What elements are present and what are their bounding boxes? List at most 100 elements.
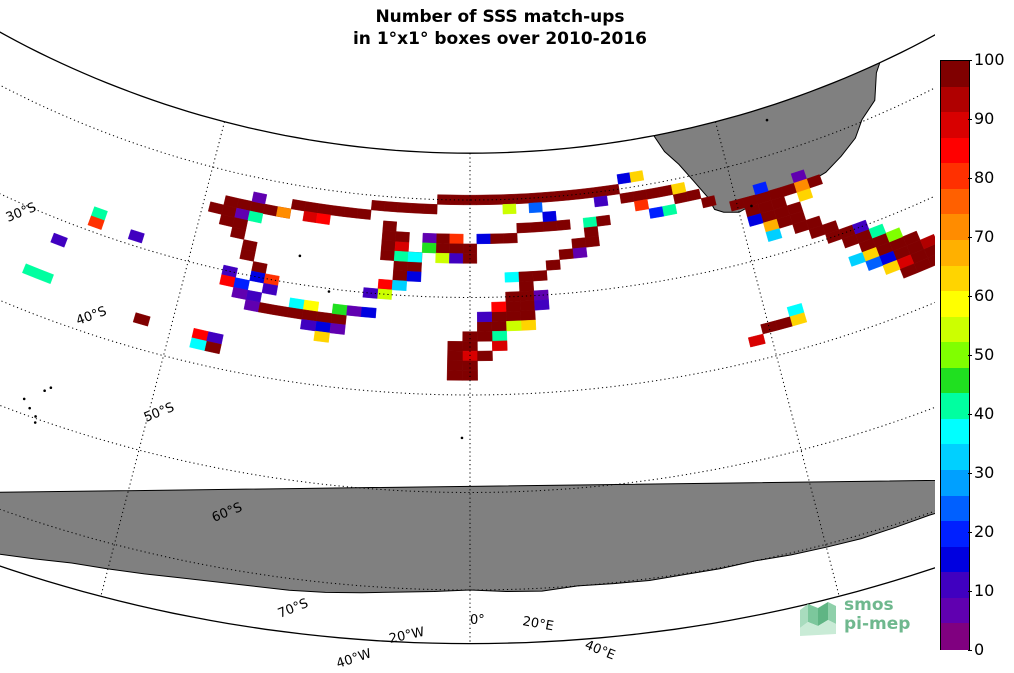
island-dot [22, 397, 26, 401]
colorbar-segment [941, 572, 969, 599]
matchup-box [346, 305, 363, 317]
colorbar-segment [941, 470, 969, 497]
matchup-box [579, 187, 595, 200]
matchup-box [645, 187, 661, 200]
matchup-box [275, 206, 292, 219]
matchup-box [317, 203, 333, 216]
island-dot [49, 386, 53, 390]
island-dot [43, 389, 46, 392]
logo-mark-icon [800, 602, 836, 636]
logo-text-smos: smos [844, 595, 894, 615]
matchup-box [518, 280, 535, 292]
map-area: 30°S 40°S 50°S 60°S 70°S 40°W 20°W 0° 20… [0, 31, 935, 672]
map-border [0, 31, 935, 645]
colorbar-tick-mark [968, 237, 972, 238]
matchup-box [407, 251, 423, 263]
matchup-box [571, 237, 587, 249]
matchup-box [330, 313, 347, 326]
matchup-box [529, 221, 545, 233]
island-dot [460, 436, 464, 440]
matchup-box [392, 270, 408, 282]
lon-label-20e: 20°E [521, 614, 554, 634]
matchup-box [477, 321, 493, 332]
colorbar-segment [941, 291, 969, 318]
colorbar-tick-mark [968, 178, 972, 179]
colorbar-segment [941, 597, 969, 625]
matchup-box [382, 220, 398, 232]
matchup-box [384, 201, 399, 213]
colorbar-segment [941, 163, 969, 190]
matchup-box [670, 182, 687, 195]
colorbar-segment [941, 495, 969, 522]
matchup-box [370, 199, 386, 212]
island-dot [298, 254, 302, 258]
matchup-box [542, 210, 557, 223]
matchup-box [410, 202, 425, 214]
matchup-box [477, 331, 493, 342]
islands-layer [22, 118, 769, 440]
graticule [0, 56, 935, 644]
matchup-box [765, 228, 783, 242]
matchup-box [476, 233, 491, 245]
colorbar-segment [941, 623, 969, 650]
matchup-box [449, 233, 464, 245]
matchup-box [648, 206, 665, 219]
matchup-box [605, 183, 620, 196]
colorbar-segment [941, 214, 969, 241]
matchup-box [447, 350, 463, 362]
matchup-box [793, 178, 811, 193]
colorbar-segment [941, 316, 969, 343]
colorbar-tick-label: 30 [974, 463, 995, 482]
island-dot [327, 290, 331, 293]
matchup-box [286, 307, 304, 320]
matchup-box [747, 333, 766, 348]
matchup-box [272, 304, 290, 318]
matchup-box [302, 210, 318, 224]
colorbar-tick-label: 80 [974, 168, 995, 187]
matchup-box [189, 337, 207, 351]
matchup-box [584, 235, 600, 248]
matchup-box [449, 253, 464, 264]
matchup-box [380, 249, 396, 261]
parallel-line [0, 308, 935, 494]
colorbar-tick-label: 100 [974, 50, 1005, 69]
matchup-box [865, 256, 884, 271]
colorbar-segment [941, 61, 969, 88]
matchup-box [919, 233, 935, 250]
colorbar-tick-label: 0 [974, 640, 985, 659]
matchup-box [330, 205, 346, 217]
matchup-box [477, 350, 493, 362]
matchup-box [446, 360, 463, 371]
colorbar-segment [941, 393, 969, 420]
matchup-box [534, 299, 550, 311]
matchup-box [380, 239, 396, 252]
matchup-box [592, 185, 608, 198]
matchup-box [261, 282, 279, 296]
matchup-box [505, 310, 522, 322]
matchup-box [619, 191, 635, 204]
matchup-box [449, 243, 464, 254]
matchup-box [313, 330, 330, 343]
matchup-box [595, 214, 611, 227]
colorbar-segment [941, 239, 969, 267]
matchup-box [437, 194, 451, 205]
island-dot [34, 415, 37, 418]
colorbar-segment [941, 86, 969, 113]
matchup-box [407, 261, 422, 273]
colorbar-tick-label: 70 [974, 227, 995, 246]
colorbar-tick-mark [968, 119, 972, 120]
colorbar-segment [941, 265, 969, 292]
matchup-box [533, 289, 549, 301]
matchup-box [251, 191, 268, 205]
island-dot [28, 406, 31, 410]
matchup-box [760, 320, 778, 335]
colorbar-tick-label: 20 [974, 522, 995, 541]
parallel-line [0, 224, 935, 396]
colorbar-segment [941, 444, 969, 471]
matchup-box [700, 195, 717, 209]
matchup-box [504, 271, 520, 283]
matchup-box [360, 306, 377, 319]
matchup-box [491, 340, 508, 352]
matchup-box [132, 312, 151, 327]
matchup-box [395, 231, 410, 243]
